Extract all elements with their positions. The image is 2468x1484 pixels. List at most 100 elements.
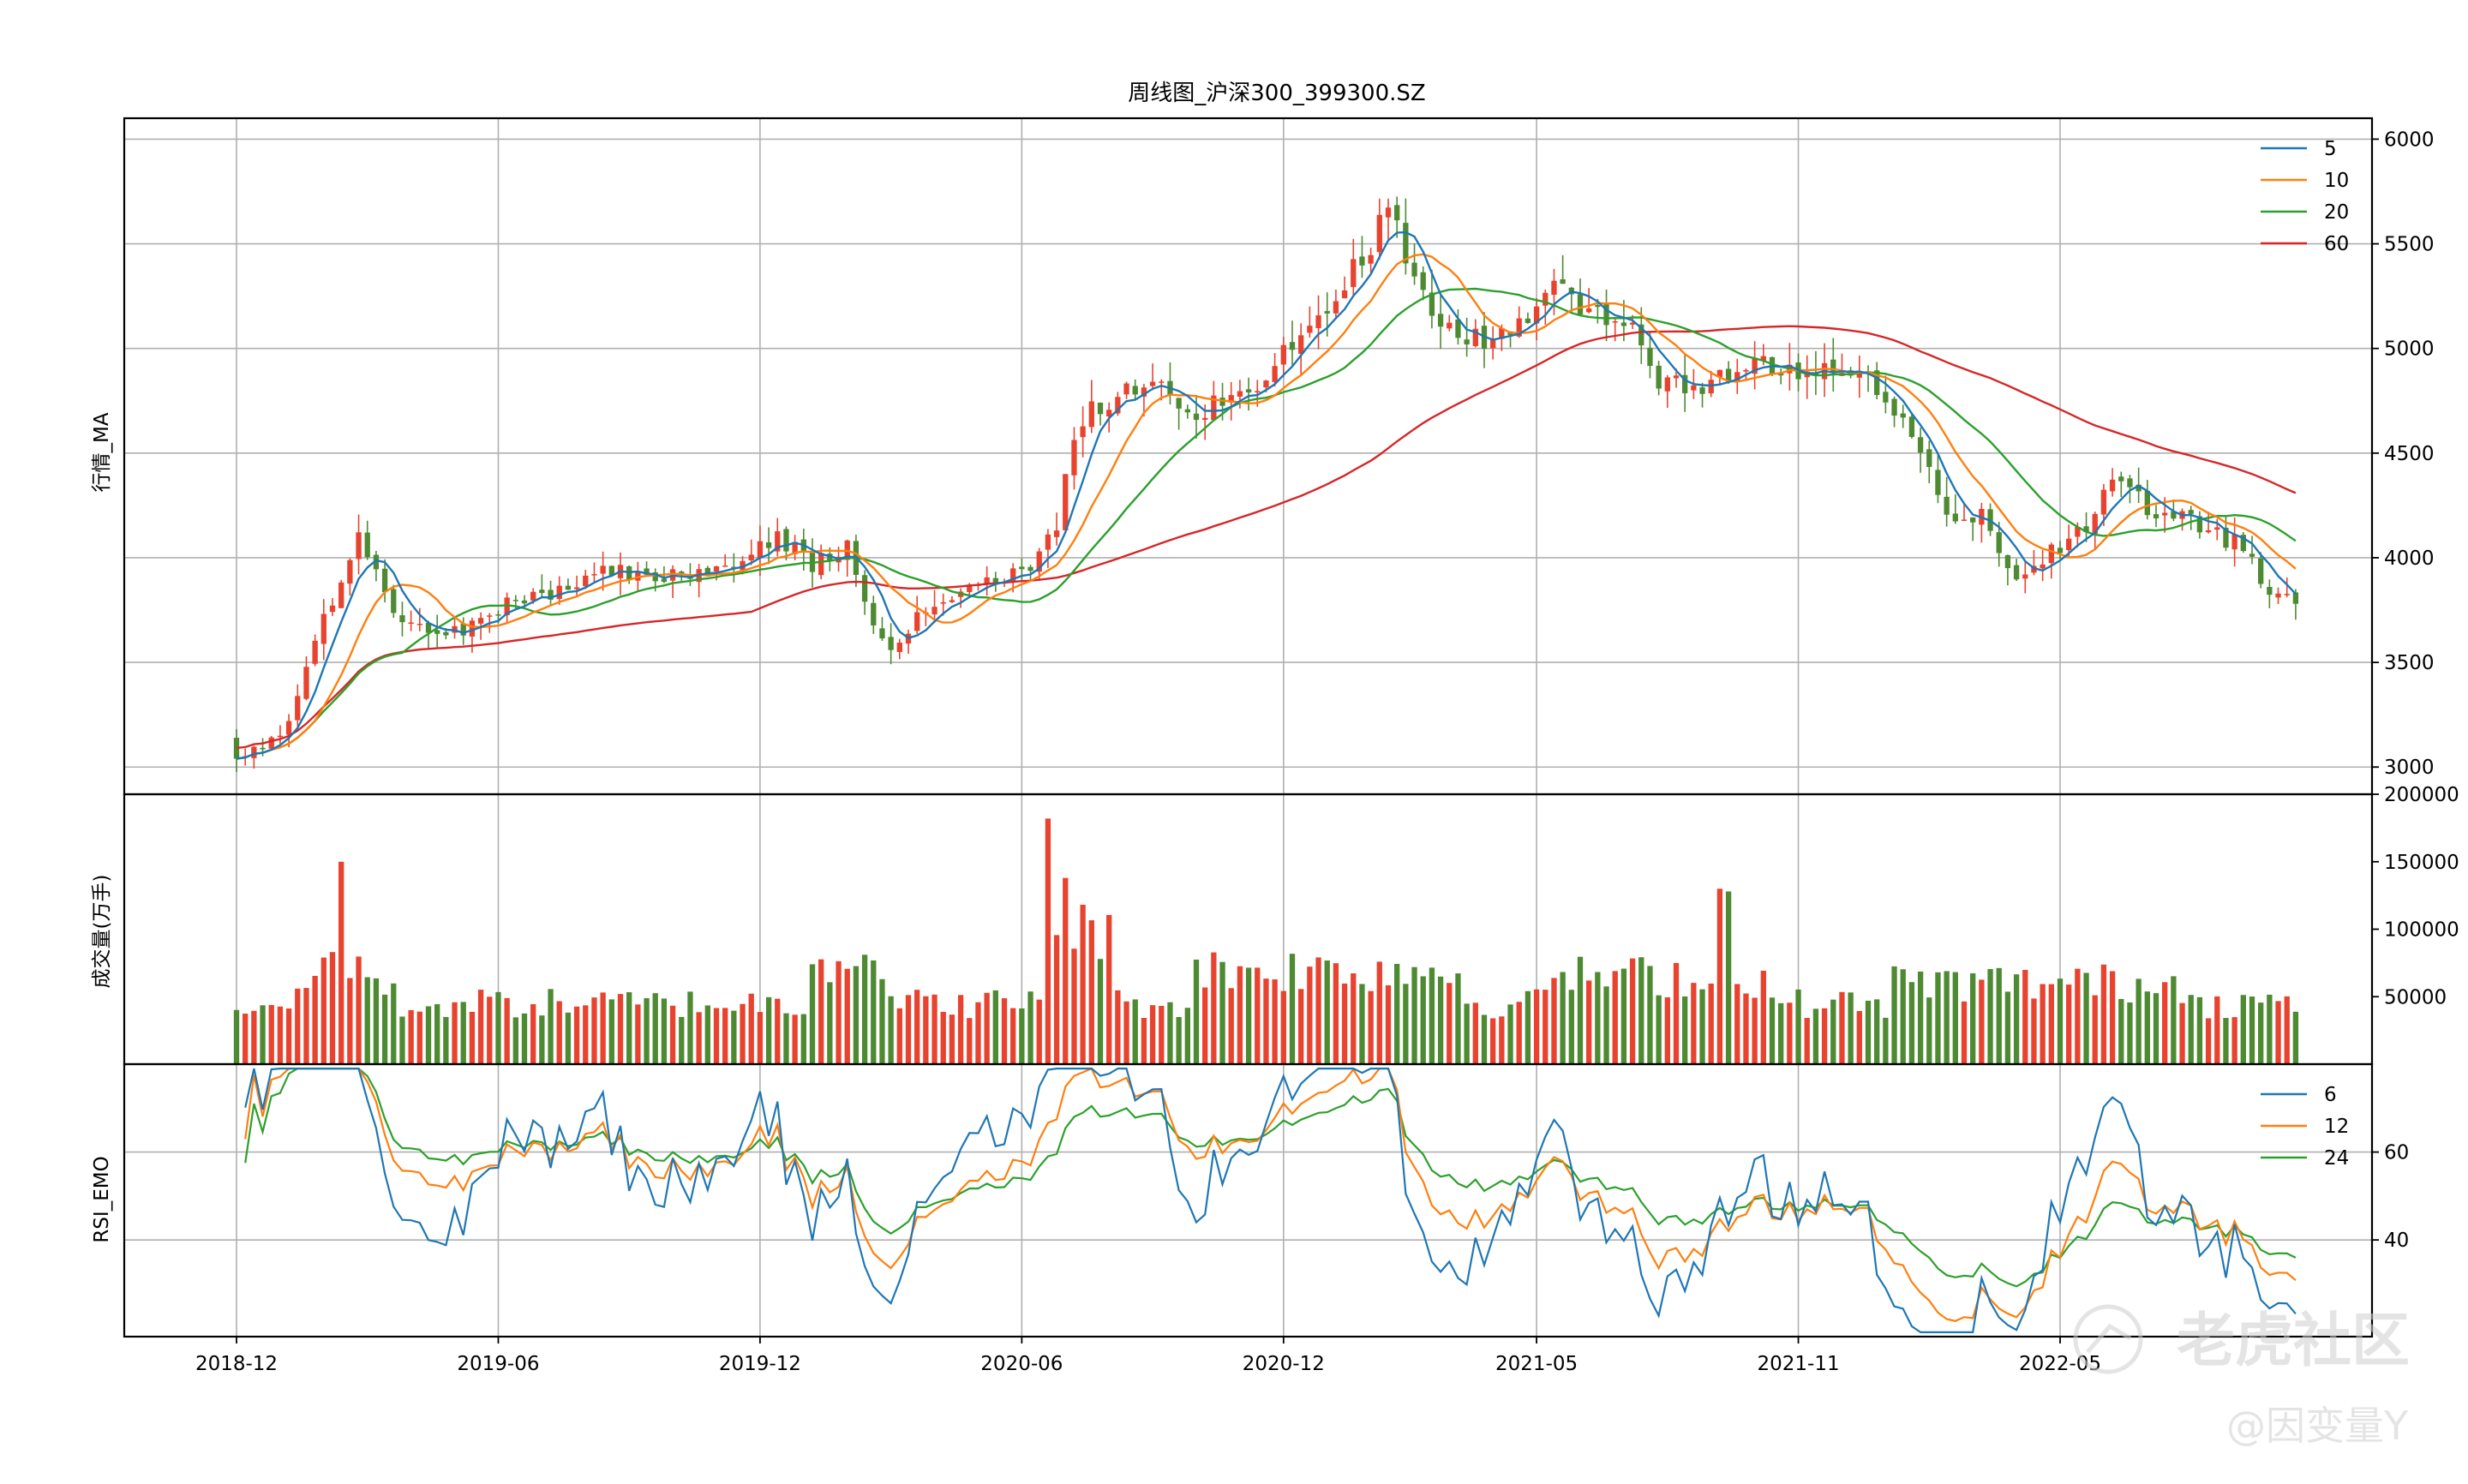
volume-bar (1638, 957, 1644, 1064)
volume-bar (2258, 1002, 2264, 1064)
volume-bar (1115, 990, 1121, 1064)
candle-body (425, 623, 432, 633)
candle-body (1255, 391, 1261, 392)
volume-bar (260, 1005, 266, 1064)
candle-body (940, 601, 946, 604)
volume-bar (1472, 1002, 1478, 1064)
candle-body (1603, 303, 1609, 326)
volume-bar (1159, 1005, 1165, 1064)
candle-body (1629, 322, 1636, 325)
candle-body (1385, 207, 1392, 218)
volume-bar (914, 990, 920, 1064)
volume-bar (731, 1010, 737, 1064)
volume-bar (243, 1014, 249, 1064)
candle-body (2040, 564, 2046, 569)
candle-body (2249, 554, 2255, 557)
volume-bar (460, 1002, 466, 1064)
volume-bar (373, 978, 380, 1064)
volume-bar (1525, 990, 1531, 1064)
candle-body (1394, 205, 1400, 221)
candle-body (827, 554, 833, 561)
volume-bar (748, 993, 754, 1064)
volume-bar (617, 994, 624, 1064)
volume-bar (644, 998, 650, 1064)
candle-body (2231, 534, 2237, 550)
candle-body (704, 567, 710, 575)
volume-bar (1716, 889, 1723, 1064)
volume-bar (1647, 966, 1653, 1064)
candle-body (277, 735, 284, 738)
candle-body (329, 605, 336, 613)
volume-bar (1821, 1008, 1828, 1064)
candle-body (1743, 369, 1749, 372)
volume-bar (1184, 1008, 1190, 1064)
volume-bar (2267, 994, 2273, 1064)
candle-body (1551, 280, 1557, 296)
candle-body (2267, 587, 2273, 595)
volume-bar (1725, 891, 1732, 1064)
volume-bar (1804, 1018, 1810, 1064)
volume-bar (2127, 1002, 2133, 1064)
volume-bar (765, 996, 772, 1064)
volume-bar (2144, 991, 2150, 1064)
candle-body (1376, 214, 1382, 253)
candle-body (1725, 368, 1732, 382)
candle-body (2022, 574, 2028, 579)
volume-bar (1447, 983, 1453, 1064)
volume-bar (2162, 982, 2168, 1064)
volume-bar (583, 1005, 589, 1064)
rsi-legend: 6 12 24 (2261, 1084, 2349, 1170)
candle-body (1019, 566, 1025, 570)
volume-bar (1420, 976, 1426, 1064)
candle-body (338, 582, 344, 608)
candle-body (303, 667, 309, 699)
volume-bar (338, 861, 344, 1064)
volume-bar (530, 1004, 536, 1064)
candle-body (373, 554, 380, 570)
candle-body (233, 738, 240, 759)
legend-label: 60 (2324, 233, 2349, 255)
candle-body (1176, 398, 1182, 409)
volume-bar (992, 990, 998, 1064)
candle-body (644, 568, 650, 575)
volume-bar (1237, 966, 1243, 1064)
chart-title: 周线图_沪深300_399300.SZ (1128, 81, 1425, 106)
candle-body (748, 554, 754, 561)
volume-bar (443, 1016, 449, 1064)
volume-bar (2083, 972, 2089, 1064)
volume-bar (2205, 1018, 2212, 1064)
volume-bar (1743, 993, 1749, 1064)
volume-bar (1682, 996, 1688, 1064)
x-tick-label: 2020-12 (1243, 1353, 1325, 1375)
candle-body (1036, 551, 1042, 572)
watermark-handle: @因变量Y (2226, 1403, 2409, 1449)
volume-bar (1464, 1003, 1470, 1064)
candle-body (1944, 496, 1950, 515)
volume-bar (2171, 976, 2177, 1064)
rsi-tick-label: 40 (2384, 1230, 2409, 1252)
candle-body (434, 630, 440, 634)
candle-body (967, 584, 973, 592)
volume-bar (1979, 979, 1985, 1064)
volume-bar (303, 988, 309, 1064)
price-ylabel: 行情_MA (91, 412, 113, 492)
x-tick-label: 2021-05 (1495, 1353, 1578, 1375)
volume-bar (827, 982, 833, 1064)
candle-body (2127, 478, 2133, 488)
tiger-logo-stripe (2086, 1323, 2132, 1354)
candle-body (1682, 374, 1688, 393)
candle-body (740, 560, 746, 571)
volume-bar (2109, 971, 2116, 1064)
candle-body (1560, 279, 1566, 284)
candle-body (1324, 311, 1330, 314)
candle-body (600, 565, 606, 574)
candle-body (512, 600, 518, 601)
candle-body (1341, 290, 1348, 299)
candle-body (1272, 366, 1278, 382)
candle-body (992, 577, 998, 583)
volume-bar (2075, 968, 2081, 1064)
volume-bar (967, 1018, 973, 1064)
volume-tick-label: 100000 (2384, 919, 2459, 942)
candle-body (1542, 292, 1548, 306)
